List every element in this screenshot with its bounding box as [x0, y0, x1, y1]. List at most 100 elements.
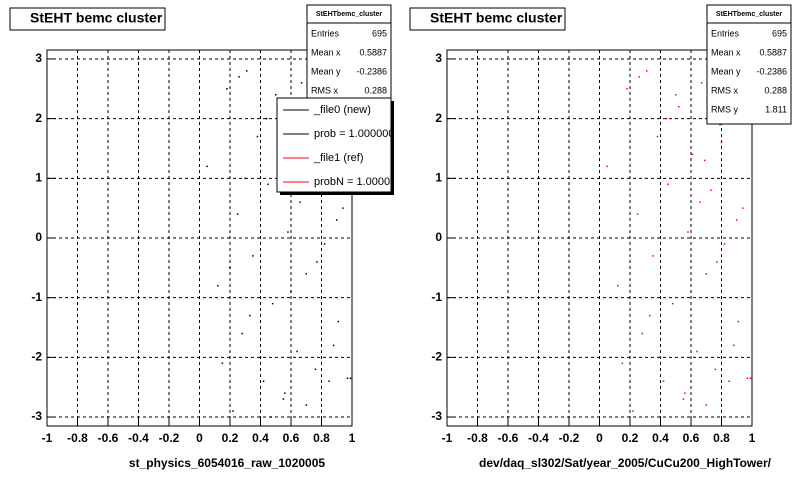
- point: [246, 70, 248, 72]
- point: [337, 320, 340, 323]
- point: [690, 290, 692, 293]
- legend-label: _file1 (ref): [313, 152, 364, 164]
- point: [656, 135, 659, 138]
- x-tick-label: 0.2: [622, 431, 639, 445]
- point: [728, 380, 730, 382]
- point: [346, 377, 349, 380]
- point: [626, 88, 628, 90]
- x-tick-label: 0.4: [652, 431, 669, 445]
- y-tick-label: -1: [431, 290, 442, 304]
- point: [675, 94, 677, 96]
- point: [705, 404, 707, 406]
- x-tick-label: 0.2: [222, 431, 239, 445]
- stats-label: Mean x: [311, 47, 341, 57]
- point: [678, 105, 680, 108]
- point: [265, 117, 268, 120]
- y-tick-label: -1: [31, 290, 42, 304]
- stats-box: [706, 4, 792, 125]
- y-tick-label: 2: [435, 111, 442, 125]
- point: [232, 410, 234, 412]
- x-tick-label: 0.8: [313, 431, 330, 445]
- point: [249, 314, 251, 317]
- stats-label: Mean y: [711, 66, 741, 76]
- x-tick-label: -0.6: [498, 431, 519, 445]
- point: [662, 380, 665, 382]
- point: [323, 243, 326, 245]
- point: [737, 320, 740, 323]
- title-box: [9, 7, 166, 31]
- y-tick-label: 2: [35, 111, 42, 125]
- point: [670, 416, 672, 418]
- point: [723, 243, 726, 245]
- point: [699, 201, 701, 203]
- x-tick-label: -0.8: [467, 431, 488, 445]
- point: [652, 255, 654, 257]
- point: [641, 332, 643, 335]
- point: [703, 159, 706, 162]
- point: [336, 219, 338, 221]
- x-tick-label: 0: [196, 431, 203, 445]
- x-tick-label: 0.6: [683, 431, 700, 445]
- point: [719, 123, 721, 126]
- y-tick-label: 1: [35, 170, 42, 184]
- chart-title: StEHT bemc cluster: [430, 10, 563, 26]
- stats-label: Mean x: [711, 47, 741, 57]
- point: [299, 201, 301, 203]
- x-tick-label: -1: [42, 431, 53, 445]
- point: [644, 177, 646, 180]
- point: [621, 362, 624, 365]
- point: [646, 70, 648, 72]
- point: [252, 255, 254, 257]
- point: [229, 267, 231, 269]
- stats-value: -0.2386: [756, 66, 787, 76]
- x-tick-label: 1: [749, 431, 756, 445]
- y-tick-label: -3: [31, 409, 42, 423]
- x-tick-label: -0.2: [559, 431, 580, 445]
- point: [275, 94, 277, 96]
- x-tick-label: 0.4: [252, 431, 269, 445]
- y-tick-label: 0: [35, 230, 42, 244]
- stats-value: 0.5887: [359, 47, 387, 57]
- point: [256, 135, 259, 138]
- stats-label: RMS x: [311, 85, 339, 95]
- stats-value: 0.288: [764, 85, 787, 95]
- y-tick-label: -2: [31, 350, 42, 364]
- point: [342, 207, 344, 209]
- point: [236, 213, 239, 215]
- point: [632, 410, 634, 412]
- stats-value: 1.811: [765, 104, 787, 114]
- x-tick-label: 0.8: [713, 431, 730, 445]
- point: [282, 398, 285, 400]
- point: [290, 290, 292, 293]
- point: [720, 141, 723, 144]
- point: [696, 350, 698, 353]
- point: [287, 231, 289, 233]
- x-tick-label: -0.8: [67, 431, 88, 445]
- x-axis-label: dev/daq_sl302/Sat/year_2005/CuCu200_High…: [479, 456, 772, 470]
- point: [659, 356, 662, 359]
- point: [636, 213, 639, 215]
- point: [742, 207, 744, 209]
- point: [316, 261, 318, 263]
- plot-frame: [446, 49, 753, 427]
- point: [700, 82, 703, 84]
- stats-label: RMS x: [711, 85, 739, 95]
- chart-title: StEHT bemc cluster: [30, 10, 163, 26]
- title-box: [409, 7, 566, 31]
- point: [705, 273, 707, 275]
- y-tick-label: -2: [431, 350, 442, 364]
- y-tick-label: 3: [35, 51, 42, 65]
- x-tick-label: -0.4: [528, 431, 549, 445]
- plot-frame: [46, 49, 353, 427]
- point: [328, 380, 330, 382]
- point: [667, 183, 669, 186]
- point: [684, 392, 686, 394]
- point: [691, 153, 694, 156]
- point: [671, 302, 674, 305]
- x-tick-label: 1: [349, 431, 356, 445]
- point: [259, 356, 262, 359]
- point: [349, 377, 352, 380]
- legend-label: probN = 1.000000: [314, 176, 402, 188]
- point: [710, 189, 712, 192]
